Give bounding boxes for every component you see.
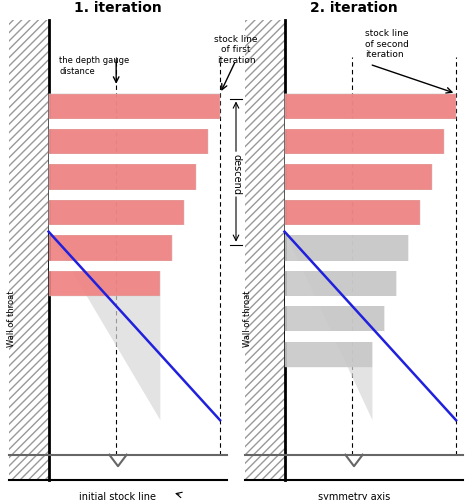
Polygon shape (285, 270, 396, 296)
Polygon shape (396, 260, 408, 270)
Polygon shape (285, 296, 384, 306)
Polygon shape (285, 129, 444, 154)
Polygon shape (49, 225, 172, 235)
Text: the depth gauge
distance: the depth gauge distance (59, 56, 130, 76)
Polygon shape (49, 200, 184, 225)
Text: stock line
of first
iteration: stock line of first iteration (214, 35, 258, 65)
Polygon shape (49, 164, 196, 190)
Polygon shape (208, 119, 220, 129)
Bar (245, 20, 285, 480)
Polygon shape (160, 260, 172, 270)
Polygon shape (49, 129, 208, 154)
Polygon shape (285, 119, 444, 129)
Polygon shape (372, 332, 384, 342)
Polygon shape (444, 119, 456, 129)
Polygon shape (184, 190, 196, 200)
Polygon shape (285, 94, 456, 420)
Text: descend: descend (231, 154, 241, 194)
Text: Wall of throat: Wall of throat (243, 291, 253, 348)
Polygon shape (49, 94, 220, 119)
Text: Wall of throat: Wall of throat (7, 291, 17, 348)
Polygon shape (285, 236, 408, 260)
Polygon shape (285, 190, 420, 200)
Polygon shape (420, 190, 432, 200)
Polygon shape (432, 154, 444, 164)
Text: stock line
of second
iteration: stock line of second iteration (365, 29, 409, 59)
Polygon shape (285, 332, 372, 342)
Polygon shape (196, 154, 208, 164)
Text: 2. iteration: 2. iteration (310, 1, 398, 15)
Polygon shape (49, 260, 160, 270)
Polygon shape (285, 306, 384, 332)
Polygon shape (49, 119, 208, 129)
Polygon shape (285, 342, 372, 367)
Polygon shape (384, 296, 396, 306)
Polygon shape (49, 94, 220, 420)
Text: initial stock line: initial stock line (79, 492, 157, 500)
Polygon shape (49, 190, 184, 200)
Polygon shape (49, 270, 160, 296)
Polygon shape (285, 164, 432, 190)
Polygon shape (49, 236, 172, 260)
Polygon shape (172, 225, 184, 235)
Polygon shape (285, 225, 408, 235)
Polygon shape (49, 154, 196, 164)
Polygon shape (285, 94, 456, 119)
Text: 1. iteration: 1. iteration (74, 1, 162, 15)
Polygon shape (285, 154, 432, 164)
Text: symmetry axis: symmetry axis (318, 492, 390, 500)
Polygon shape (408, 225, 420, 235)
Polygon shape (285, 200, 420, 225)
Bar (9, 20, 49, 480)
Polygon shape (285, 260, 396, 270)
